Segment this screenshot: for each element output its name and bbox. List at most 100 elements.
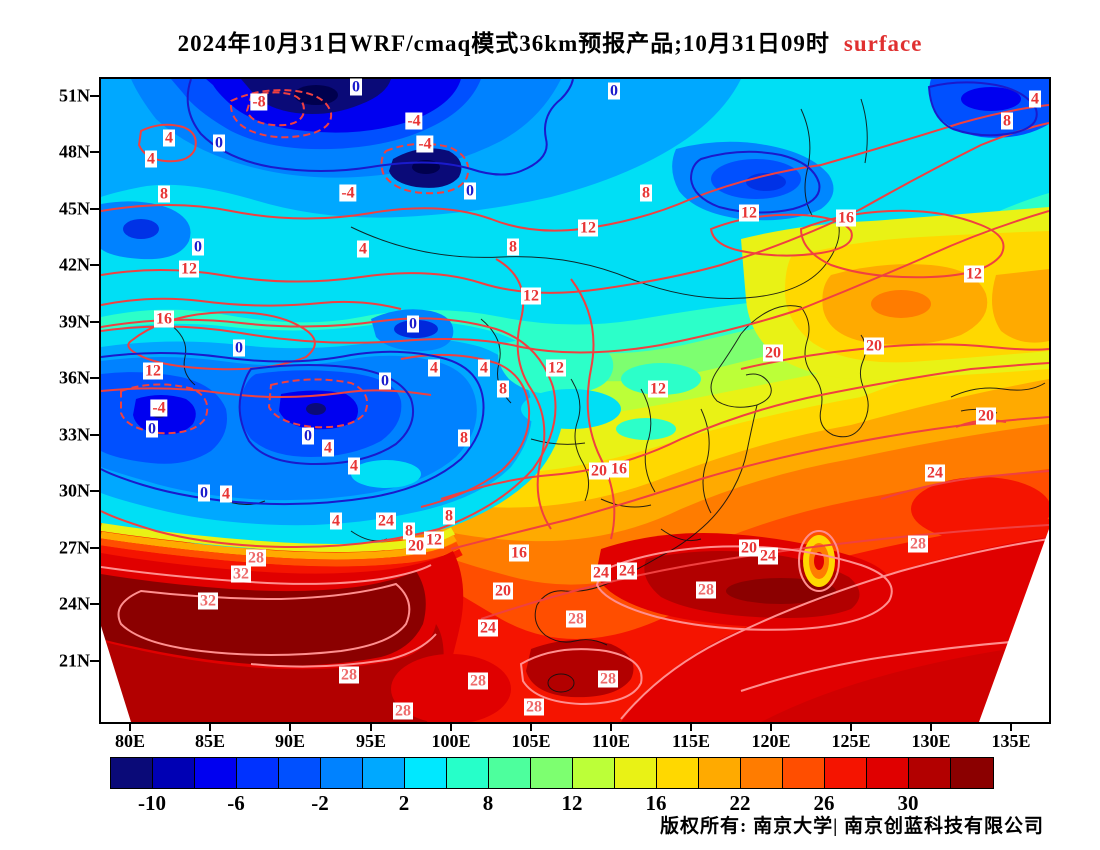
lat-tick-label: 51N: [59, 85, 90, 106]
lat-tick-mark: [90, 660, 99, 662]
contour-value-label: 0: [464, 182, 476, 200]
contour-value-label: 0: [350, 78, 362, 96]
lon-tick-label: 130E: [911, 731, 951, 751]
colorbar-segment: [153, 758, 195, 788]
contour-value-label: 4: [357, 240, 369, 258]
contour-value-label: 8: [1001, 112, 1013, 130]
colorbar-segment: [825, 758, 867, 788]
colorbar-segment: [741, 758, 783, 788]
lon-tick-label: 125E: [831, 731, 871, 751]
lat-tick-mark: [90, 547, 99, 549]
contour-lines-negative: [120, 89, 470, 435]
contour-value-label: -8: [250, 93, 268, 111]
contour-value-label: 20: [406, 537, 426, 555]
lon-tick-label: 110E: [591, 731, 631, 751]
contour-value-label: 8: [640, 184, 652, 202]
contour-value-label: 4: [322, 439, 334, 457]
lat-tick-mark: [90, 490, 99, 492]
contour-value-label: 12: [424, 531, 444, 549]
lon-tick-mark: [129, 722, 131, 731]
lon-tick-mark: [1010, 722, 1012, 731]
lon-tick-mark: [209, 722, 211, 731]
contour-value-label: 16: [609, 460, 629, 478]
colorbar-segment: [237, 758, 279, 788]
contour-value-label: 24: [591, 564, 611, 582]
contour-value-label: 0: [146, 420, 158, 438]
projection-wedge-left: [101, 626, 131, 722]
contour-value-label: 28: [598, 670, 618, 688]
contour-value-label: 4: [1029, 90, 1041, 108]
contour-value-label: 20: [739, 539, 759, 557]
contour-value-label: 20: [763, 344, 783, 362]
lon-tick-mark: [850, 722, 852, 731]
colorbar-segment: [573, 758, 615, 788]
colorbar-tick-label: -2: [311, 791, 329, 815]
contour-value-label: 4: [330, 512, 342, 530]
colorbar-segment: [447, 758, 489, 788]
contour-value-label: 24: [376, 512, 396, 530]
contour-value-label: 28: [566, 610, 586, 628]
contour-value-label: 4: [478, 359, 490, 377]
contour-value-label: 16: [154, 310, 174, 328]
contour-value-label: 4: [163, 129, 175, 147]
contour-value-label: 12: [546, 359, 566, 377]
contour-value-label: 20: [493, 582, 513, 600]
lon-tick-mark: [289, 722, 291, 731]
contour-lines-hot: [101, 530, 1049, 720]
lon-tick-mark: [770, 722, 772, 731]
lat-tick-mark: [90, 321, 99, 323]
contour-value-label: 8: [497, 380, 509, 398]
colorbar-segment: [699, 758, 741, 788]
contour-value-label: 12: [964, 265, 984, 283]
lon-tick-mark: [450, 722, 452, 731]
title-surface-tag: surface: [843, 31, 923, 56]
colorbar-segment: [867, 758, 909, 788]
lat-tick-label: 42N: [59, 254, 90, 275]
lon-tick-label: 135E: [991, 731, 1031, 751]
temperature-colorbar: [110, 757, 994, 789]
contour-value-label: 16: [836, 209, 856, 227]
map-canvas: [101, 79, 1049, 722]
colorbar-tick-label: 22: [729, 791, 751, 815]
projection-wedge-right: [979, 529, 1049, 722]
lon-tick-mark: [370, 722, 372, 731]
lat-tick-label: 39N: [59, 311, 90, 332]
contour-value-label: -4: [416, 135, 434, 153]
colorbar-segment: [657, 758, 699, 788]
lat-tick-label: 27N: [59, 537, 90, 558]
lon-tick-label: 115E: [671, 731, 711, 751]
colorbar-tick-label: 26: [813, 791, 835, 815]
contour-value-label: 24: [478, 619, 498, 637]
lon-tick-mark: [530, 722, 532, 731]
lat-tick-label: 30N: [59, 480, 90, 501]
contour-value-label: 20: [589, 462, 609, 480]
contour-value-label: -4: [405, 112, 423, 130]
contour-value-label: 28: [908, 535, 928, 553]
colorbar-tick-label: 8: [482, 791, 494, 815]
contour-value-label: 0: [379, 372, 391, 390]
colorbar-segment: [615, 758, 657, 788]
lon-tick-label: 95E: [355, 731, 387, 751]
contour-value-label: 0: [192, 238, 204, 256]
contour-value-label: 24: [758, 547, 778, 565]
contour-value-label: 20: [976, 407, 996, 425]
lon-tick-mark: [610, 722, 612, 731]
contour-value-label: 4: [428, 359, 440, 377]
lat-tick-label: 36N: [59, 367, 90, 388]
lat-tick-label: 45N: [59, 198, 90, 219]
contour-value-label: 0: [608, 82, 620, 100]
contour-value-label: 0: [198, 484, 210, 502]
contour-value-label: 12: [578, 219, 598, 237]
contour-value-label: 0: [407, 315, 419, 333]
colorbar-segment: [111, 758, 153, 788]
contour-value-label: 32: [231, 565, 251, 583]
colorbar-tick-label: 2: [398, 791, 410, 815]
contour-value-label: 20: [864, 337, 884, 355]
lat-tick-label: 24N: [59, 593, 90, 614]
lon-tick-label: 80E: [114, 731, 146, 751]
contour-value-label: 28: [524, 698, 544, 716]
contour-value-label: 4: [145, 150, 157, 168]
lat-tick-mark: [90, 95, 99, 97]
copyright-text: 版权所有: 南京大学| 南京创蓝科技有限公司: [660, 816, 1045, 837]
lon-tick-label: 100E: [431, 731, 471, 751]
